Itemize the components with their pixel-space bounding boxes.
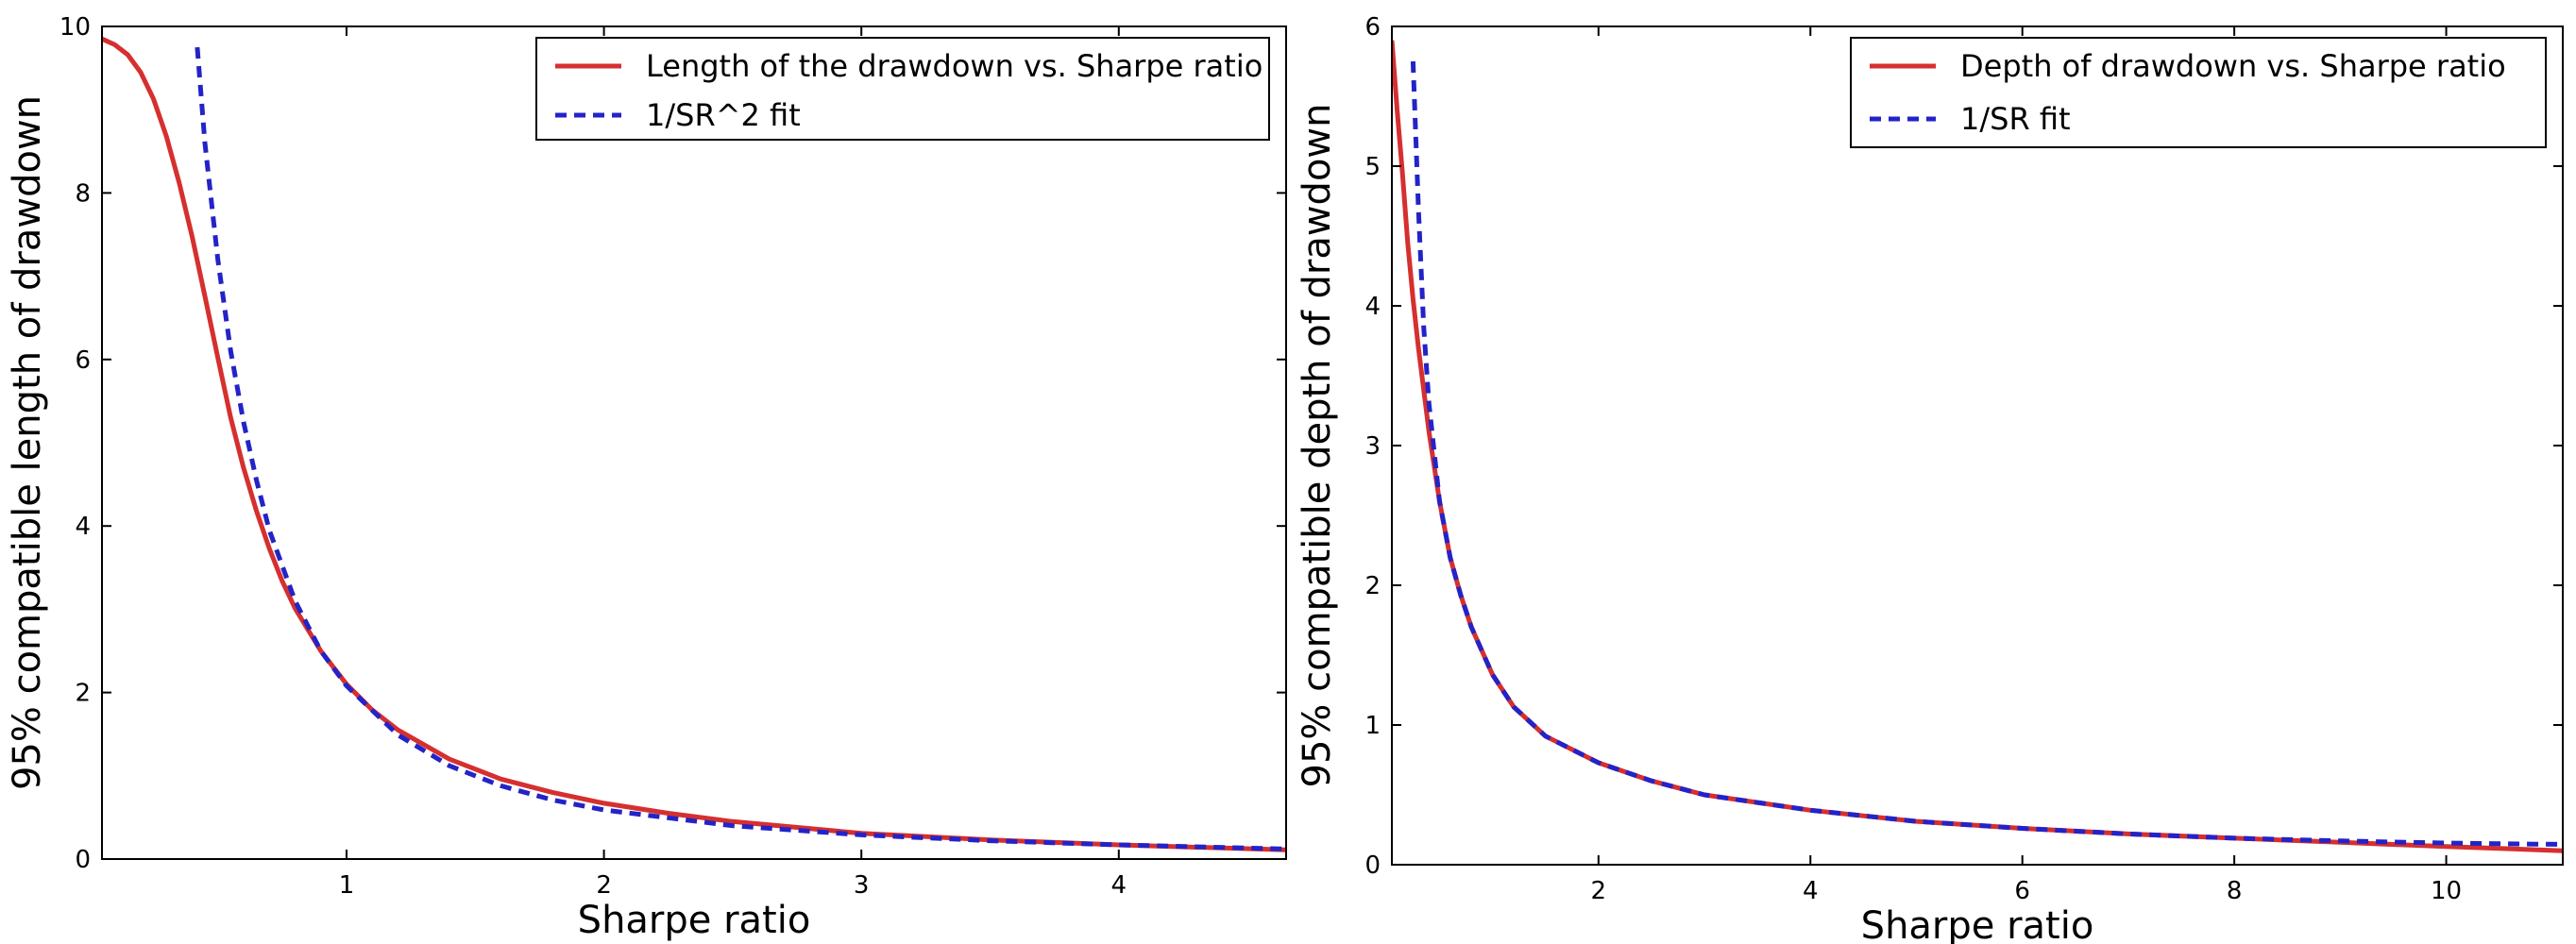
panel-1-x-axis-label: Sharpe ratio: [578, 899, 811, 942]
panel-2-y-tick-label: 4: [1364, 293, 1381, 321]
panel-2-y-axis-label: 95% compatible depth of drawdown: [1296, 104, 1339, 788]
panel-1-x-tick-label: 2: [596, 871, 612, 900]
panel-2-y-tick-label: 0: [1364, 851, 1381, 880]
panel-1-legend-label-1: Length of the drawdown vs. Sharpe ratio: [646, 48, 1263, 84]
panel-2-y-tick-label: 3: [1364, 432, 1381, 461]
panel-1-y-tick-label: 6: [75, 346, 91, 375]
panel-2-x-tick-label: 6: [2014, 877, 2030, 905]
panel-1-legend-label-2: 1/SR^2 fit: [646, 97, 801, 133]
panel-2-x-tick-label: 8: [2227, 877, 2243, 905]
panel-1-legend-box: [535, 37, 1270, 141]
panel-1-y-axis-label: 95% compatible length of drawdown: [6, 95, 49, 790]
panel-1-y-tick-label: 2: [75, 680, 91, 708]
panel-1-y-tick-label: 8: [75, 179, 91, 208]
panel-2-y-tick-label: 6: [1364, 13, 1381, 42]
panel-2-x-tick-label: 4: [1803, 877, 1819, 905]
panel-1-y-tick-label: 10: [59, 13, 91, 42]
panel-2-y-tick-label: 2: [1364, 572, 1381, 600]
panel-2-legend-box: [1850, 37, 2547, 148]
panel-1-series-1-line: [102, 36, 1286, 852]
panel-2-y-tick-label: 5: [1364, 153, 1381, 181]
panel-2-x-tick-label: 10: [2431, 877, 2462, 905]
panel-2-y-tick-label: 1: [1364, 712, 1381, 740]
panel-1-legend: Length of the drawdown vs. Sharpe ratio 1…: [535, 37, 1270, 141]
panel-1: 1 2 3 4 0 2 4 6 8 10 Sharpe ratio 95% compatible le…: [6, 13, 1287, 942]
panel-2-legend: Depth of drawdown vs. Sharpe ratio 1/SR f…: [1850, 37, 2547, 148]
panel-2-legend-label-2: 1/SR fit: [1960, 101, 2071, 137]
panel-2-x-tick-label: 2: [1591, 877, 1607, 905]
panel-1-x-tick-label: 1: [339, 871, 355, 900]
panel-2-series-1-line: [1392, 40, 2563, 853]
panel-2-legend-label-1: Depth of drawdown vs. Sharpe ratio: [1960, 48, 2506, 84]
panel-1-x-tick-label: 3: [854, 871, 870, 900]
panel-2-plot-frame: [1391, 25, 2564, 866]
panel-2-series-2-line: [1410, 60, 2563, 847]
panel-1-y-tick-label: 4: [75, 513, 91, 541]
panel-2-x-axis-label: Sharpe ratio: [1861, 904, 2094, 944]
panel-1-x-tick-label: 4: [1111, 871, 1127, 900]
panel-1-y-tick-label: 0: [75, 846, 91, 874]
panel-1-series-2-line: [195, 46, 1286, 851]
panel-1-plot-frame: [101, 25, 1287, 860]
